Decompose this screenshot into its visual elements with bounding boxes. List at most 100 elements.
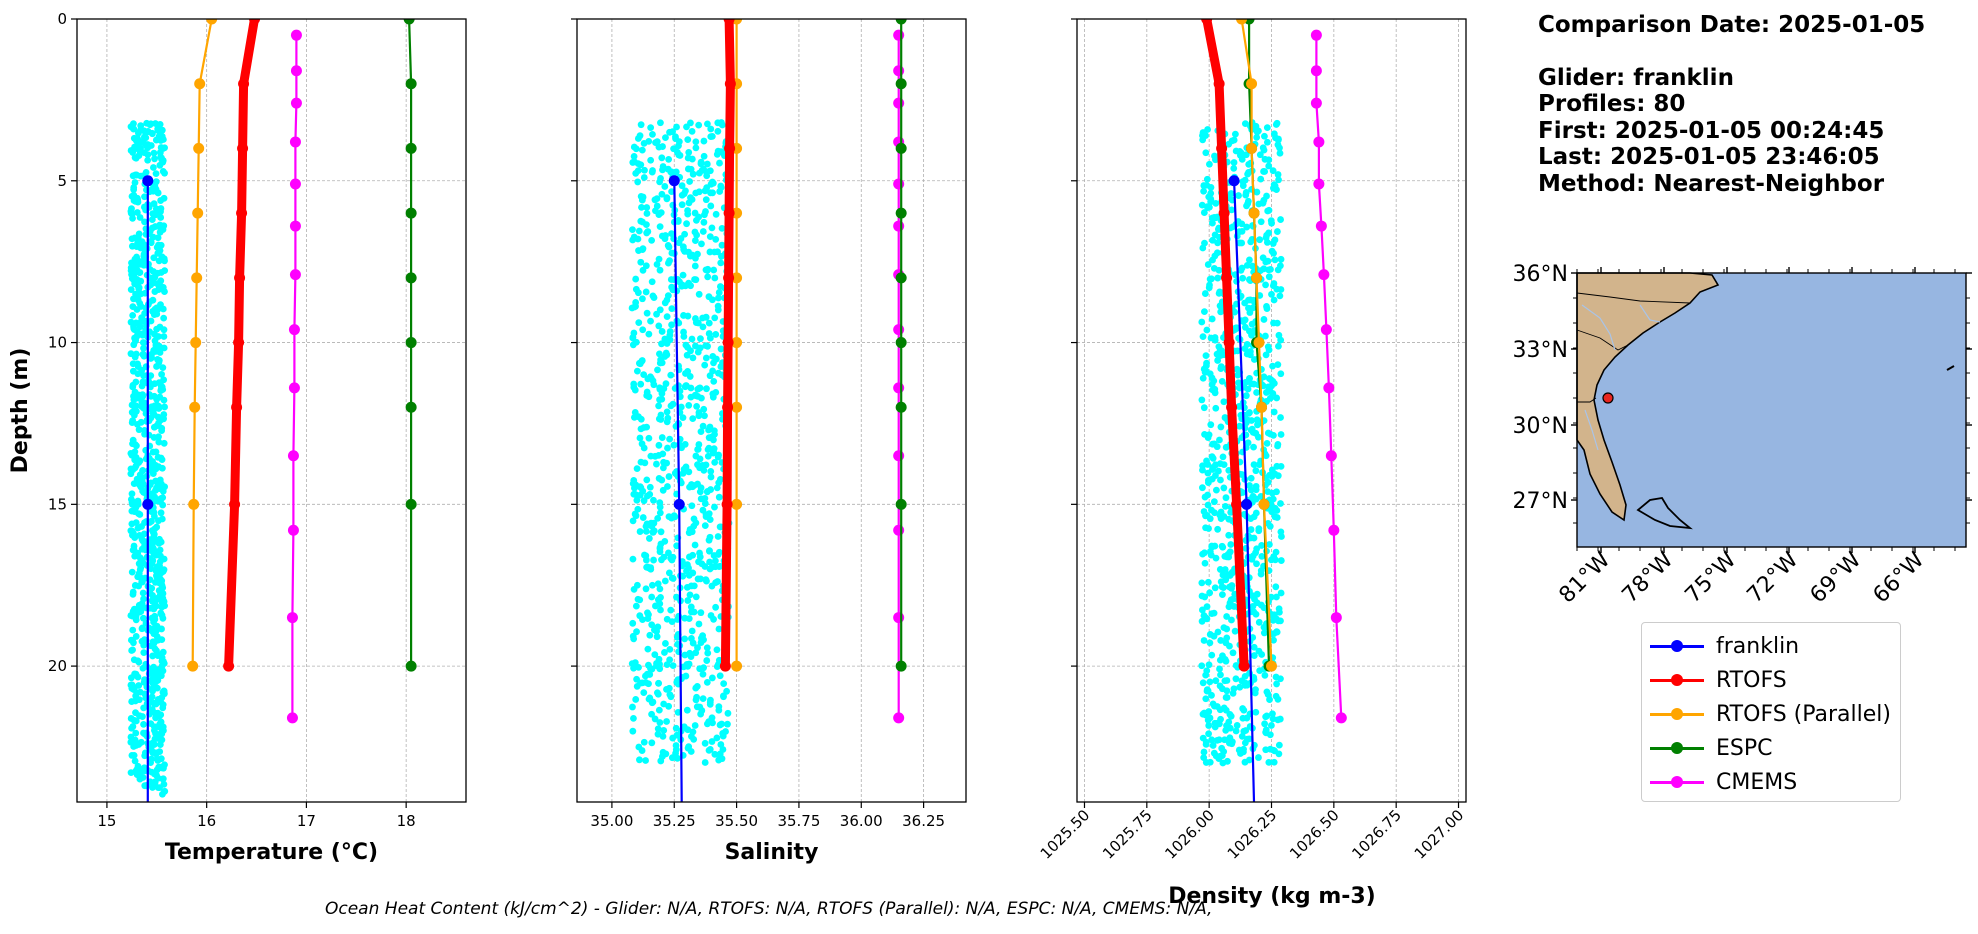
scatter-point (664, 444, 671, 452)
series-marker (1328, 524, 1340, 536)
series-marker (1246, 78, 1258, 90)
scatter-point (642, 527, 650, 535)
scatter-point (148, 406, 156, 414)
lat-label: 33°N (1513, 338, 1568, 363)
scatter-point (1214, 239, 1222, 247)
scatter-point (701, 211, 708, 219)
scatter-point (130, 323, 137, 331)
scatter-point (149, 233, 157, 241)
scatter-point (650, 294, 658, 301)
scatter-point (158, 625, 165, 633)
scatter-point (1230, 164, 1238, 172)
scatter-point (1200, 637, 1208, 644)
scatter-point (712, 563, 719, 571)
scatter-point (153, 305, 161, 313)
scatter-point (127, 470, 135, 478)
scatter-point (1262, 746, 1270, 754)
scatter-point (1275, 741, 1283, 749)
scatter-point (161, 602, 169, 610)
scatter-point (148, 708, 155, 715)
scatter-point (693, 402, 701, 410)
scatter-point (655, 322, 663, 330)
scatter-point (149, 507, 157, 515)
scatter-point (687, 603, 695, 611)
scatter-point (1217, 578, 1225, 586)
scatter-point (685, 564, 692, 572)
scatter-point (1206, 281, 1213, 289)
scatter-point (704, 452, 712, 460)
scatter-point (154, 234, 162, 242)
scatter-point (1206, 639, 1214, 647)
scatter-point (1258, 552, 1266, 560)
scatter-point (705, 536, 713, 544)
scatter-point (1240, 748, 1247, 756)
series-marker (288, 324, 300, 336)
series-marker (1310, 65, 1322, 77)
series-marker (893, 382, 905, 394)
scatter-point (127, 769, 135, 777)
scatter-point (158, 515, 166, 523)
series-marker (1216, 142, 1228, 154)
scatter-point (674, 708, 682, 716)
scatter-point (695, 121, 703, 129)
scatter-point (1226, 710, 1234, 718)
scatter-point (668, 283, 676, 291)
scatter-point (699, 506, 707, 514)
scatter-point (1222, 694, 1230, 701)
series-marker (731, 272, 743, 284)
scatter-point (667, 276, 675, 283)
scatter-point (1270, 553, 1278, 561)
scatter-point (665, 684, 673, 692)
series-marker (723, 19, 735, 25)
scatter-point (1202, 149, 1210, 157)
scatter-point (152, 341, 160, 349)
scatter-point (692, 392, 700, 400)
scatter-point (657, 416, 665, 423)
scatter-point (708, 224, 716, 232)
scatter-point (135, 682, 143, 689)
scatter-point (691, 541, 699, 549)
scatter-point (137, 318, 145, 326)
scatter-point (640, 497, 648, 505)
scatter-point (149, 130, 156, 138)
series-marker (289, 220, 301, 232)
first-time: First: 2025-01-05 00:24:45 (1538, 117, 1885, 144)
scatter-point (1198, 201, 1206, 209)
scatter-point (1226, 739, 1233, 747)
scatter-point (675, 151, 683, 159)
scatter-point (651, 452, 659, 460)
scatter-point (127, 209, 135, 217)
scatter-point (157, 454, 165, 462)
scatter-point (645, 330, 653, 338)
scatter-point (138, 238, 146, 246)
scatter-point (136, 214, 144, 221)
scatter-point (137, 608, 145, 615)
series-marker (290, 29, 302, 41)
scatter-point (1267, 593, 1275, 601)
series-marker (287, 524, 299, 536)
scatter-point (1220, 398, 1228, 406)
scatter-point (1226, 734, 1234, 742)
scatter-point (130, 263, 138, 270)
scatter-point (1205, 525, 1212, 532)
scatter-point (1220, 484, 1228, 492)
scatter-point (684, 597, 692, 604)
scatter-point (696, 665, 704, 673)
info-panel: Comparison Date: 2025-01-05 Glider: fran… (1538, 12, 1925, 197)
scatter-point (672, 724, 680, 732)
series-marker (893, 524, 905, 536)
series-marker (1266, 660, 1277, 672)
scatter-point (658, 340, 665, 348)
series-marker (194, 78, 206, 90)
scatter-point (672, 133, 679, 141)
scatter-point (139, 467, 146, 475)
scatter-point (659, 486, 667, 494)
series-marker (405, 498, 417, 510)
scatter-point (1277, 216, 1284, 223)
scatter-point (154, 280, 162, 287)
scatter-point (156, 349, 164, 356)
scatter-point (1227, 541, 1235, 548)
scatter-point (1201, 493, 1209, 501)
series-marker (1226, 401, 1238, 413)
scatter-point (1208, 736, 1216, 744)
